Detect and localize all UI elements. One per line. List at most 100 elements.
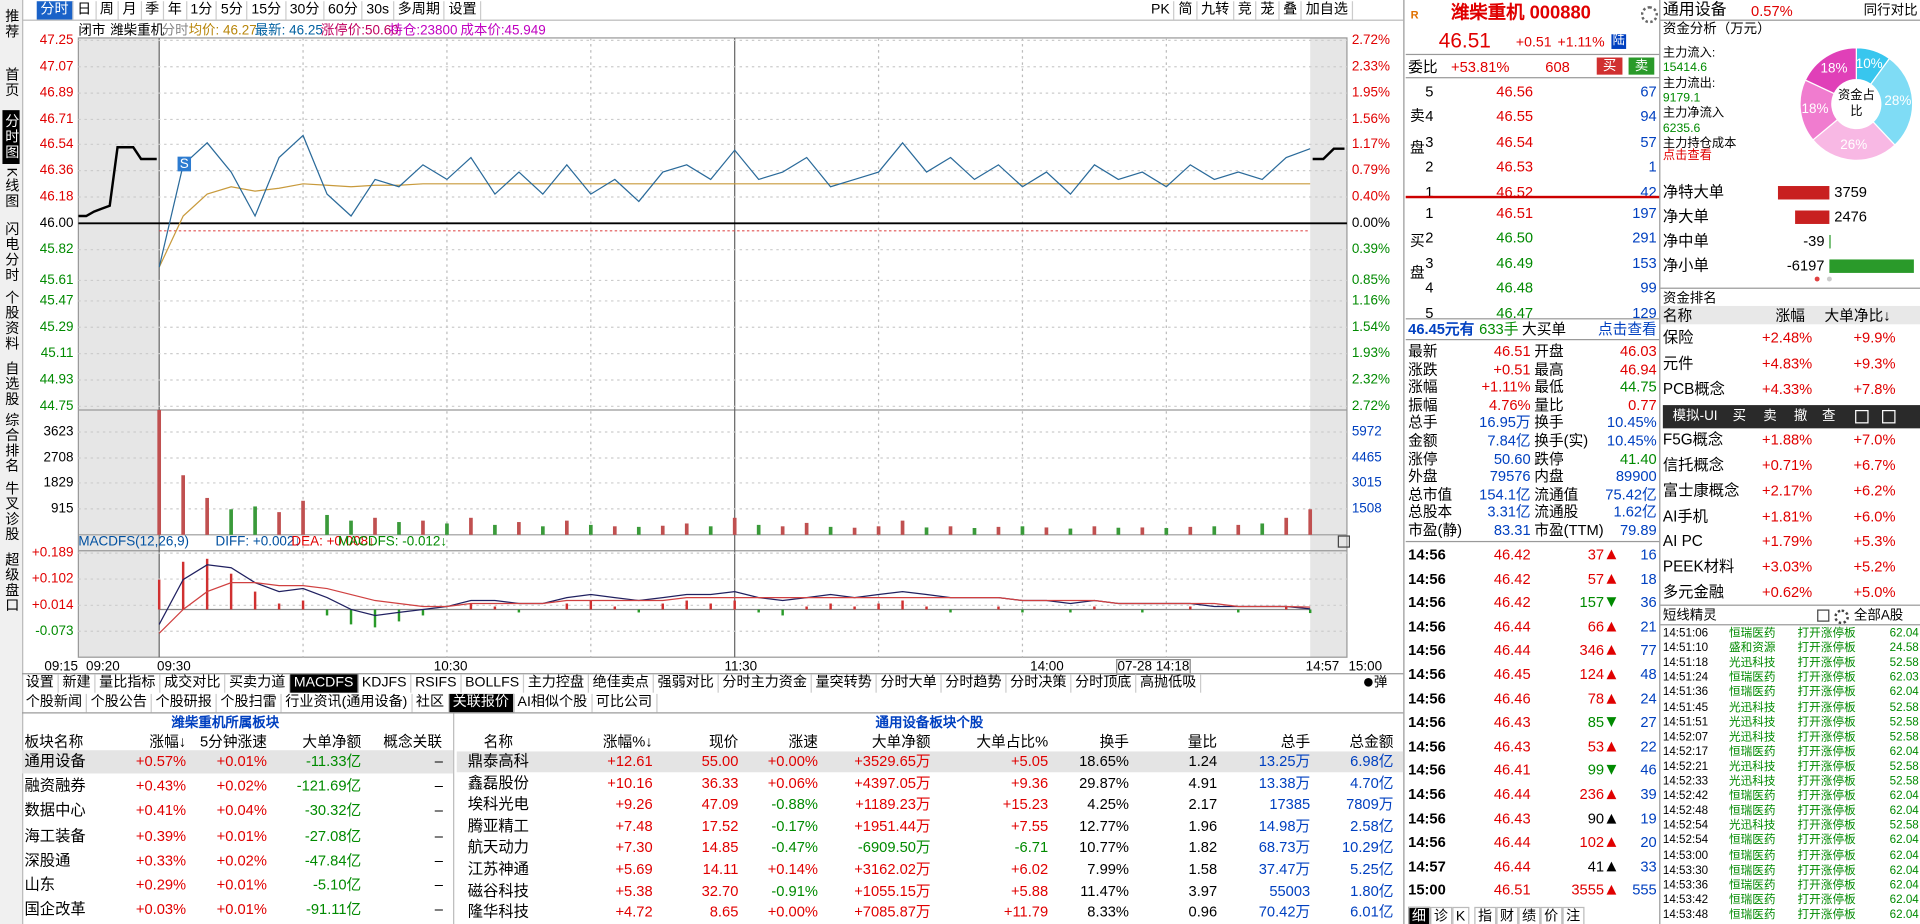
tab[interactable]: 可比公司 — [592, 693, 657, 713]
buy-button[interactable]: 买 — [1596, 57, 1623, 75]
tab[interactable]: RSIFS — [411, 674, 462, 693]
nav-item[interactable]: 分时图 — [2, 110, 20, 164]
tab[interactable]: 高抛低吸 — [1136, 674, 1202, 693]
tab[interactable]: 15分 — [248, 1, 287, 20]
nav-item[interactable]: 个股资料 — [3, 290, 19, 352]
panel-tab[interactable]: 绩 — [1518, 906, 1540, 924]
popup-item[interactable]: 撤 — [1793, 408, 1808, 424]
tab[interactable]: PK — [1147, 1, 1175, 20]
tab[interactable]: 分时大单 — [877, 674, 942, 693]
popup-item[interactable]: 查 — [1822, 408, 1836, 424]
sprite-scope[interactable]: 全部A股 — [1853, 608, 1904, 623]
table-cell: 7.99% — [1087, 860, 1129, 878]
tab[interactable]: 1分 — [187, 1, 218, 20]
popup-item[interactable]: 模拟-UI — [1672, 408, 1718, 424]
sprite-time: 14:52:48 — [1662, 804, 1709, 818]
tab[interactable]: AI相似个股 — [514, 693, 593, 713]
volume-bar — [612, 526, 617, 535]
tab[interactable]: 周 — [96, 1, 119, 20]
sell-button[interactable]: 卖 — [1628, 57, 1655, 75]
tab[interactable]: 竞 — [1234, 1, 1257, 20]
table-cell: 55.00 — [701, 752, 739, 770]
tab[interactable]: 成交对比 — [160, 674, 226, 693]
tab[interactable]: 个股扫雷 — [217, 693, 282, 713]
table-cell: +9.26 — [615, 795, 653, 813]
tab[interactable]: 分时 — [36, 1, 74, 20]
funds-link[interactable]: 点击查看 — [1662, 149, 1712, 163]
tab[interactable]: BOLLFS — [461, 674, 525, 693]
weibi-pct: +53.81% — [1451, 58, 1510, 76]
table-cell: +0.01% — [216, 876, 267, 894]
tab[interactable]: 30分 — [286, 1, 325, 20]
nav-item[interactable]: 推荐 — [3, 8, 19, 40]
tab[interactable]: 分时决策 — [1006, 674, 1072, 693]
panel-tab[interactable]: 价 — [1540, 906, 1562, 924]
tab[interactable]: 简 — [1175, 1, 1198, 20]
tab[interactable]: 30s — [363, 1, 394, 20]
tab[interactable]: MACDFS — [290, 674, 359, 693]
tab[interactable]: 多周期 — [394, 1, 445, 20]
nav-item[interactable]: 闪电分时 — [3, 221, 19, 283]
table-cell: -0.88% — [771, 795, 818, 813]
panel-tab[interactable]: 注 — [1562, 906, 1584, 924]
tab[interactable]: 社区 — [412, 693, 449, 713]
volume-bar — [684, 523, 689, 535]
trade-time: 14:56 — [1408, 593, 1446, 611]
table-cell: +7.48 — [615, 817, 653, 835]
tab[interactable]: 5分 — [217, 1, 248, 20]
panel-tab[interactable]: 诊 — [1430, 906, 1452, 924]
book-level: 2 — [1425, 229, 1434, 247]
vol-tick-label: 915 — [51, 500, 73, 515]
tab[interactable]: 设置 — [22, 674, 59, 693]
sprite-event: 打开涨停板 — [1797, 715, 1856, 729]
tab[interactable]: 茏 — [1257, 1, 1280, 20]
tab[interactable]: 行业资讯(通用设备) — [282, 693, 413, 713]
tab[interactable]: 九转 — [1197, 1, 1235, 20]
tab[interactable]: 季 — [141, 1, 165, 20]
popup-item[interactable]: 买 — [1732, 408, 1747, 424]
tab[interactable]: 设置 — [445, 1, 482, 20]
sprite-event: 打开涨停板 — [1797, 848, 1856, 863]
tab[interactable]: 关联报价 — [448, 693, 514, 713]
tab[interactable]: 量比指标 — [96, 674, 161, 693]
toggle[interactable]: 弹 — [1373, 675, 1388, 691]
tab[interactable]: 个股公告 — [87, 693, 152, 713]
nav-item[interactable]: 超级盘口 — [3, 551, 19, 614]
nav-item[interactable]: K线图 — [3, 167, 19, 209]
tab[interactable]: 强弱对比 — [654, 674, 719, 693]
tab[interactable]: 绝佳卖点 — [589, 674, 654, 693]
big-order[interactable]: 点击查看 — [1597, 320, 1657, 338]
nav-item[interactable]: 自选股 — [3, 361, 19, 407]
tab[interactable]: 分时趋势 — [942, 674, 1007, 693]
funds-line: 主力流出: — [1662, 76, 1716, 91]
tab[interactable]: KDJFS — [358, 674, 412, 693]
tab[interactable]: 主力控盘 — [524, 674, 589, 693]
tab[interactable]: 量突转势 — [812, 674, 877, 693]
tab[interactable]: 日 — [73, 1, 97, 20]
nav-item[interactable]: 牛叉诊股 — [3, 480, 19, 543]
nav-item[interactable]: 首页 — [3, 67, 19, 98]
tab[interactable]: 叠 — [1279, 1, 1303, 20]
popup-icon — [1855, 409, 1869, 424]
tab[interactable]: 60分 — [324, 1, 363, 20]
tab[interactable]: 加自选 — [1302, 1, 1353, 20]
tab[interactable]: 月 — [119, 1, 142, 20]
panel-tab[interactable]: 指 — [1474, 906, 1496, 924]
tab[interactable]: 个股研报 — [152, 693, 217, 713]
table-cell: -91.11亿 — [305, 900, 362, 919]
popup-item[interactable]: 卖 — [1763, 408, 1777, 424]
volume-bar — [996, 526, 1001, 535]
table-cell: -0.17% — [771, 817, 818, 835]
volume-bar — [900, 520, 905, 535]
tab[interactable]: 个股新闻 — [22, 693, 87, 713]
panel-tab[interactable]: 财 — [1496, 906, 1518, 924]
tab[interactable]: 年 — [164, 1, 187, 20]
tab[interactable]: 新建 — [59, 674, 96, 693]
tab[interactable]: 买卖力道 — [225, 674, 291, 693]
nav-item[interactable]: 综合排名 — [3, 412, 19, 474]
panel-tab[interactable]: K — [1452, 906, 1469, 924]
tab[interactable]: 分时顶底 — [1071, 674, 1137, 693]
panel-tab[interactable]: 细 — [1408, 906, 1430, 924]
table-cell: 1.82 — [1188, 838, 1218, 856]
tab[interactable]: 分时主力资金 — [719, 674, 812, 693]
